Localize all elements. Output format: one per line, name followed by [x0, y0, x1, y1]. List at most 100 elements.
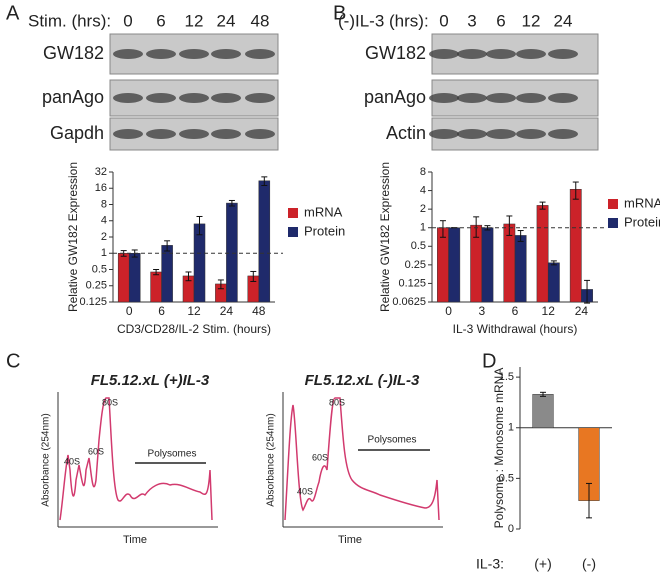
- x-tick-label: (-): [582, 556, 596, 572]
- bar: [117, 253, 130, 303]
- band: [516, 49, 546, 59]
- band: [146, 49, 176, 59]
- profile-title: FL5.12.xL (-)IL-3: [305, 372, 420, 389]
- band: [211, 129, 241, 139]
- bar: [437, 227, 449, 303]
- x-tick-label: 48: [252, 304, 266, 318]
- lane-label: 24: [554, 11, 573, 30]
- x-tick-label: 24: [575, 304, 589, 318]
- y-tick-label: 0.25: [405, 259, 426, 271]
- band: [245, 93, 275, 103]
- panel-label: B: [333, 2, 346, 24]
- band: [245, 49, 275, 59]
- y-tick-label: 1.5: [499, 371, 514, 383]
- band: [457, 129, 487, 139]
- bar: [258, 180, 271, 303]
- profile: FL5.12.xL (+)IL-3 Absorbance (254nm) Tim…: [41, 372, 218, 546]
- x-tick-label: 12: [542, 304, 556, 318]
- lane-label: 6: [496, 11, 505, 30]
- panel-label: A: [6, 2, 20, 24]
- band: [486, 49, 516, 59]
- y-tick-label: 16: [95, 182, 107, 194]
- lane-label: 48: [251, 11, 270, 30]
- band: [429, 49, 459, 59]
- bar: [161, 245, 173, 303]
- y-tick-label: 4: [101, 215, 107, 227]
- blot-row-label: Gapdh: [50, 123, 104, 143]
- blot-row-label: GW182: [43, 43, 104, 63]
- band: [457, 49, 487, 59]
- lane-label: 12: [522, 11, 541, 30]
- blot-header: Stim. (hrs):: [28, 11, 111, 30]
- band: [457, 93, 487, 103]
- panel-label: C: [6, 350, 20, 372]
- band: [486, 129, 516, 139]
- lane-label: 12: [185, 11, 204, 30]
- trace: [284, 397, 440, 521]
- y-label: Polysome : Monosome mRNA: [492, 368, 506, 529]
- blot-row-label: GW182: [365, 43, 426, 63]
- y-label: Absorbance (254nm): [266, 413, 277, 506]
- blot-row-label: panAgo: [42, 87, 104, 107]
- y-tick-label: 0: [508, 523, 514, 535]
- band: [113, 129, 143, 139]
- band: [548, 93, 578, 103]
- bar: [448, 227, 461, 303]
- bar: [569, 189, 582, 303]
- band: [486, 93, 516, 103]
- legend-swatch: [288, 227, 298, 237]
- band: [211, 93, 241, 103]
- lane-label: 0: [123, 11, 132, 30]
- band: [516, 93, 546, 103]
- bar: [481, 227, 494, 303]
- y-tick-label: 0.5: [499, 472, 514, 484]
- y-tick-label: 0.125: [79, 296, 107, 308]
- y-label: Absorbance (254nm): [41, 413, 52, 506]
- y-tick-label: 0.5: [411, 240, 426, 252]
- profile: FL5.12.xL (-)IL-3 Absorbance (254nm) Tim…: [266, 372, 443, 546]
- peak-label: 40S: [297, 486, 313, 496]
- legend-label: Protein: [624, 214, 660, 229]
- region-label: Polysomes: [148, 449, 197, 460]
- x-label: CD3/CD28/IL-2 Stim. (hours): [117, 322, 271, 336]
- x-tick-label: 0: [126, 304, 133, 318]
- band: [113, 93, 143, 103]
- y-tick-label: 8: [101, 198, 107, 210]
- legend-swatch: [608, 218, 618, 228]
- x-label: IL-3:: [476, 556, 504, 572]
- bar: [532, 394, 554, 428]
- legend-label: mRNA: [304, 204, 343, 219]
- y-tick-label: 1: [508, 422, 514, 434]
- y-tick-label: 32: [95, 166, 107, 178]
- x-tick-label: (+): [534, 556, 552, 572]
- bar: [226, 202, 238, 303]
- y-tick-label: 0.0625: [392, 296, 426, 308]
- band: [146, 93, 176, 103]
- y-tick-label: 1: [420, 222, 426, 234]
- y-tick-label: 1: [101, 247, 107, 259]
- x-label: Time: [338, 534, 362, 546]
- y-tick-label: 0.125: [398, 277, 426, 289]
- trace: [59, 397, 213, 521]
- legend-label: Protein: [304, 223, 345, 238]
- band: [113, 49, 143, 59]
- blot-row-label: Actin: [386, 123, 426, 143]
- y-label: Relative GW182 Expression: [378, 162, 392, 312]
- x-tick-label: 6: [158, 304, 165, 318]
- lane-label: 0: [439, 11, 448, 30]
- band: [179, 129, 209, 139]
- blot-header: (-)IL-3 (hrs):: [338, 11, 429, 30]
- peak-label: 40S: [64, 456, 80, 466]
- peak-label: 60S: [312, 452, 328, 462]
- x-label: Time: [123, 534, 147, 546]
- x-tick-label: 6: [512, 304, 519, 318]
- y-tick-label: 2: [101, 231, 107, 243]
- y-tick-label: 2: [420, 203, 426, 215]
- band: [516, 129, 546, 139]
- lane-label: 6: [156, 11, 165, 30]
- x-tick-label: 3: [478, 304, 485, 318]
- panel-label: D: [482, 350, 496, 372]
- bar: [536, 205, 549, 303]
- band: [179, 93, 209, 103]
- band: [429, 129, 459, 139]
